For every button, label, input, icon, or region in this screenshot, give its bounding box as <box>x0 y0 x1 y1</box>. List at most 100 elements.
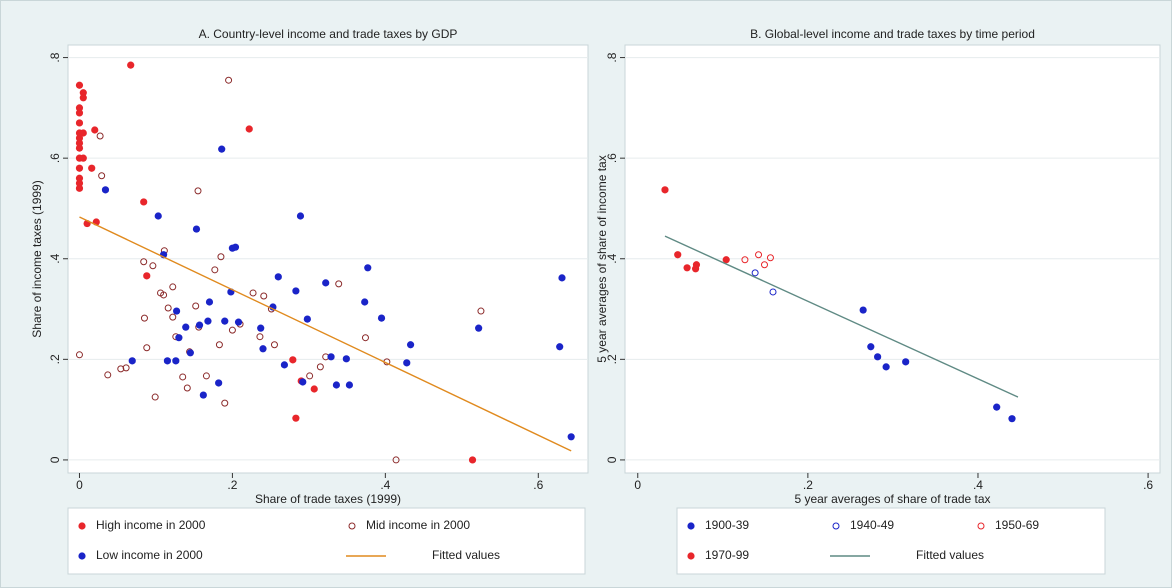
legend-symbol <box>977 522 985 530</box>
point <box>75 119 84 127</box>
point <box>692 261 701 269</box>
point <box>75 144 84 152</box>
y-axis-title: 5 year averages of share of income tax <box>595 155 609 362</box>
point <box>186 349 194 357</box>
point <box>256 333 264 341</box>
point <box>172 357 180 365</box>
point <box>327 353 335 361</box>
point <box>75 134 84 142</box>
point <box>310 385 318 393</box>
point <box>91 126 99 134</box>
point <box>299 378 307 386</box>
legend-label: 1900-39 <box>705 518 749 532</box>
chart-title: A. Country-level income and trade taxes … <box>199 27 458 41</box>
point <box>332 381 341 389</box>
point <box>164 304 172 312</box>
point <box>75 81 84 89</box>
point <box>75 109 84 117</box>
point <box>160 291 168 299</box>
y-tick-label: .8 <box>605 52 619 62</box>
point <box>140 314 148 322</box>
point <box>75 179 84 187</box>
legend-label: Fitted values <box>916 548 984 562</box>
legend-symbol <box>832 522 840 530</box>
y-tick-label: .2 <box>48 354 62 364</box>
point <box>292 287 300 295</box>
point <box>322 279 330 287</box>
point <box>902 358 910 366</box>
point <box>75 164 84 172</box>
point <box>289 356 297 364</box>
point <box>231 243 240 251</box>
point <box>175 334 183 342</box>
point <box>567 433 575 441</box>
point <box>882 363 890 371</box>
point <box>217 253 225 261</box>
fit-line <box>664 235 1019 398</box>
point <box>194 187 202 195</box>
legend <box>67 507 586 575</box>
y-tick-label: .6 <box>48 153 62 163</box>
legend-label: 1970-99 <box>705 548 749 562</box>
point <box>101 186 110 194</box>
point <box>345 381 354 389</box>
point <box>75 139 84 147</box>
point <box>202 372 210 380</box>
point <box>215 341 223 349</box>
point <box>769 288 777 296</box>
point <box>859 306 867 314</box>
point <box>205 298 214 306</box>
point <box>303 315 311 323</box>
point <box>75 174 84 182</box>
point <box>468 456 477 464</box>
x-axis-title: 5 year averages of share of trade tax <box>794 492 990 506</box>
point <box>475 324 483 332</box>
y-axis-title: Share of income taxes (1999) <box>30 180 44 337</box>
point <box>477 307 485 315</box>
x-tick-label: .6 <box>533 478 543 492</box>
point <box>335 280 343 288</box>
point <box>392 456 400 464</box>
point <box>260 292 268 300</box>
point <box>211 266 219 274</box>
point <box>661 186 669 194</box>
x-axis-title: Share of trade taxes (1999) <box>255 492 401 506</box>
point <box>75 351 83 359</box>
point <box>221 399 229 407</box>
y-tick-label: .4 <box>48 253 62 263</box>
point <box>96 132 104 140</box>
point <box>867 343 875 351</box>
point <box>169 313 177 321</box>
point <box>98 172 106 180</box>
fit-line <box>79 216 572 452</box>
point <box>127 61 135 69</box>
point <box>88 164 96 172</box>
y-tick-label: 0 <box>605 456 619 463</box>
point <box>192 225 201 233</box>
point <box>249 289 257 297</box>
point <box>218 145 226 153</box>
point <box>169 283 177 291</box>
point <box>199 391 207 399</box>
point <box>182 323 190 331</box>
point <box>228 326 236 334</box>
x-tick-label: 0 <box>76 478 83 492</box>
point <box>225 76 233 84</box>
point <box>377 314 386 322</box>
point <box>766 254 774 262</box>
legend-label: Low income in 2000 <box>96 548 203 562</box>
point <box>306 372 314 380</box>
legend-label: 1940-49 <box>850 518 894 532</box>
point <box>79 154 87 162</box>
legend-symbol <box>78 552 86 560</box>
legend-symbol <box>78 522 86 530</box>
point <box>993 403 1001 411</box>
point <box>215 379 223 387</box>
y-tick-label: 0 <box>48 456 62 463</box>
point <box>1008 415 1016 423</box>
point <box>296 212 305 220</box>
point <box>79 94 87 102</box>
point <box>117 365 125 373</box>
legend-label: Fitted values <box>432 548 500 562</box>
x-tick-label: 0 <box>634 478 641 492</box>
